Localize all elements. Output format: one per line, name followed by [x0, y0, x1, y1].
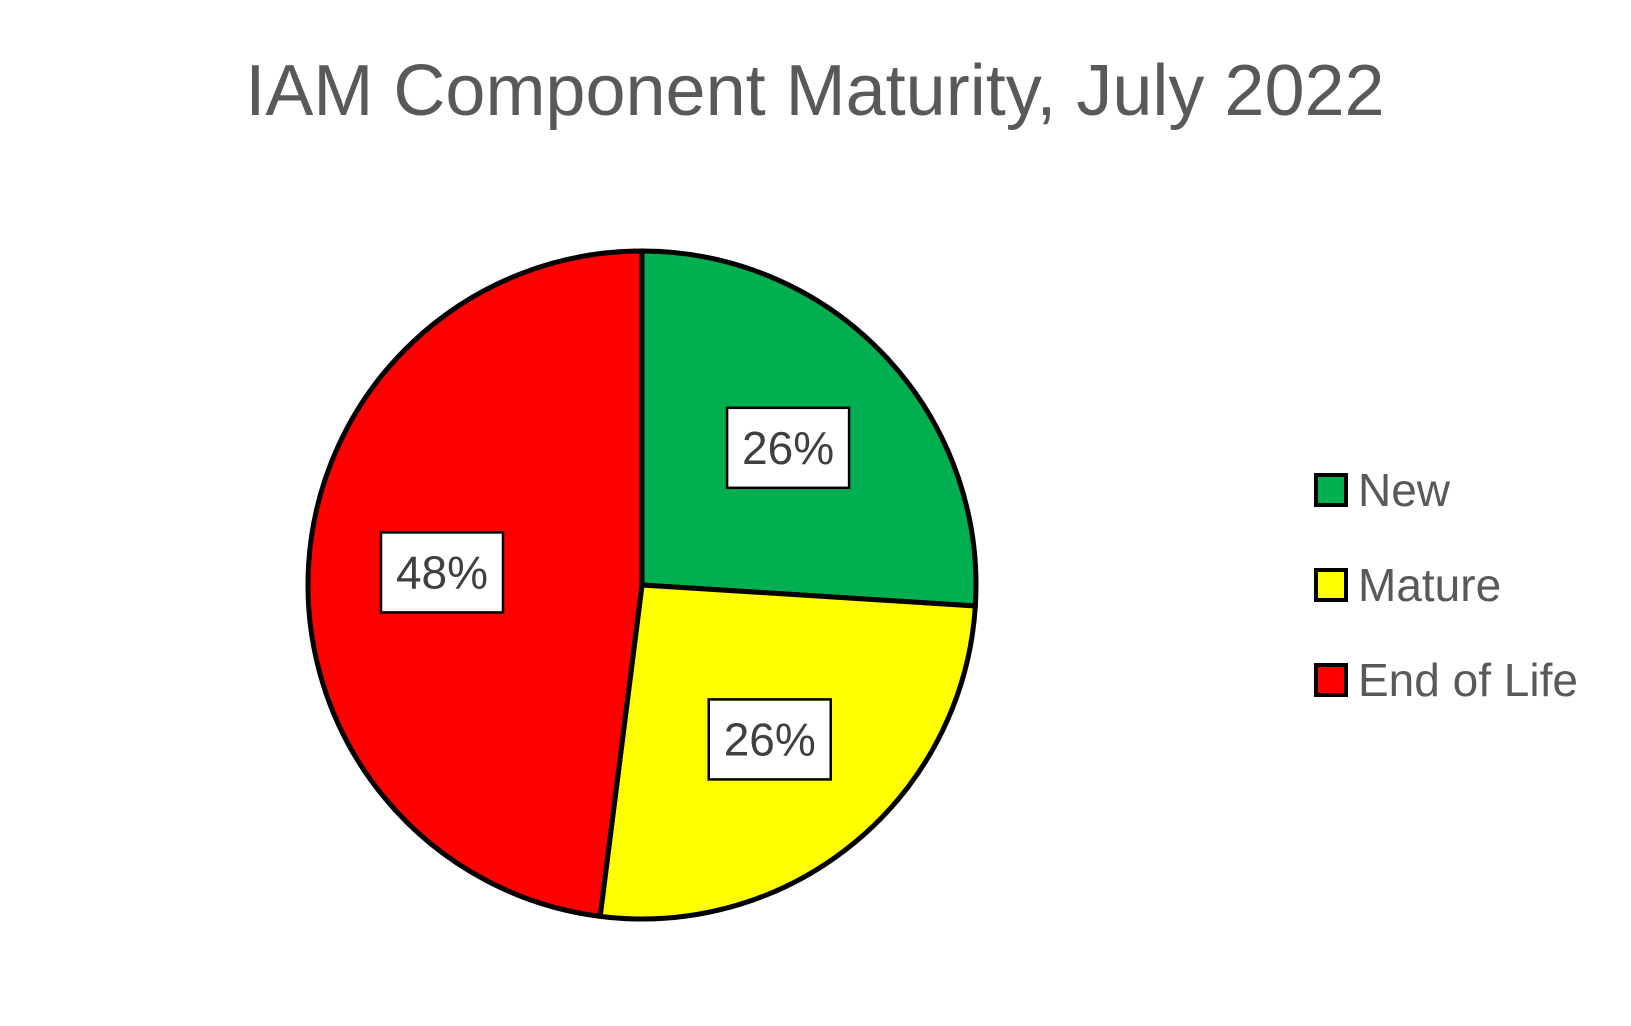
data-label-box: [725, 406, 851, 490]
data-labels: 26% 26% 48%: [379, 406, 851, 781]
legend-label: Mature: [1358, 559, 1501, 611]
data-label-box: [379, 531, 505, 614]
legend-swatch: [1314, 663, 1348, 697]
legend-item-mature: Mature: [1314, 559, 1501, 611]
data-label-new: 26%: [725, 406, 851, 490]
data-label-value: 26%: [742, 422, 834, 474]
legend-swatch: [1314, 568, 1348, 602]
legend-swatch: [1314, 473, 1348, 507]
data-label-mature: 26%: [707, 698, 832, 781]
data-label-end-of-life: 48%: [379, 531, 505, 614]
legend-item-new: New: [1314, 464, 1451, 516]
data-label-box: [707, 698, 832, 781]
chart-title: IAM Component Maturity, July 2022: [245, 51, 1384, 131]
legend-label: End of Life: [1358, 654, 1578, 706]
data-label-value: 26%: [724, 713, 816, 765]
legend-item-end-of-life: End of Life: [1314, 654, 1578, 706]
data-label-value: 48%: [396, 546, 488, 598]
legend: New Mature End of Life: [1314, 464, 1578, 706]
legend-label: New: [1358, 464, 1451, 516]
